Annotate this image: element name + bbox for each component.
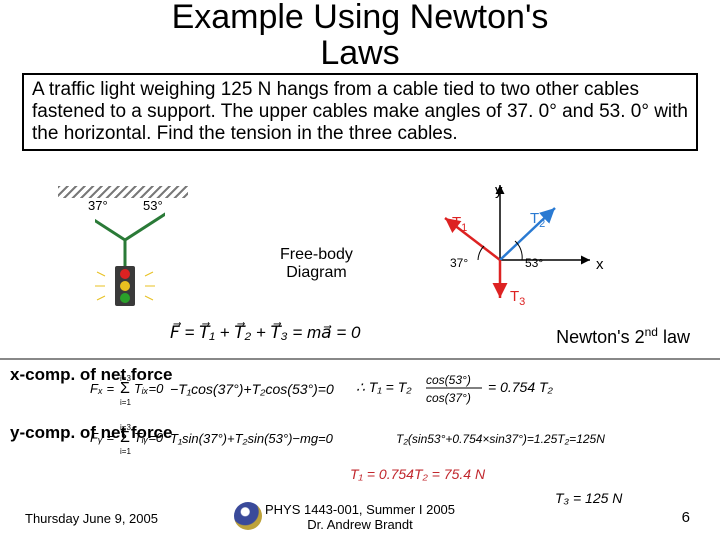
page-number: 6 <box>682 509 690 526</box>
main-equation: F⃗ = T⃗₁ + T⃗₂ + T⃗₃ = ma⃗ = 0 <box>150 318 530 353</box>
angle-left: 37° <box>88 198 108 213</box>
svg-text:= 0.754 T₂: = 0.754 T₂ <box>488 379 554 395</box>
t1-label: T1 <box>452 214 467 234</box>
result-t1: T₁ = 0.754T₂ = 75.4 N <box>350 466 485 482</box>
fbd-ang2: 53° <box>525 256 543 270</box>
title-line1: Example Using Newton's <box>172 0 549 36</box>
x-equation-row: Fₓ = i=3Σi=1Tᵢₓ=0 −T₁cos(37°)+T₂cos(53°)… <box>90 370 616 408</box>
y-equation-row: Fᵧ = i=3Σi=1Tᵢᵧ=0 T₁sin(37°)+T₂sin(53°)−… <box>90 420 706 456</box>
t2-label: T2 <box>530 210 545 230</box>
fbd-caption: Free-bodyDiagram <box>280 246 353 281</box>
t3-label: T3 <box>510 288 525 308</box>
svg-text:Tᵢₓ=0: Tᵢₓ=0 <box>134 381 164 396</box>
svg-text:i=1: i=1 <box>120 447 131 456</box>
divider <box>0 358 720 360</box>
y-axis-label: y <box>495 182 503 199</box>
svg-text:cos(37°): cos(37°) <box>426 391 471 405</box>
svg-text:i=1: i=1 <box>120 398 131 407</box>
newtons-2nd-law-label: Newton's 2nd law <box>556 325 690 348</box>
problem-statement: A traffic light weighing 125 N hangs fro… <box>22 73 698 151</box>
svg-text:F⃗ = T⃗₁ + T⃗₂ + T⃗₃ = ma⃗ = 0: F⃗ = T⃗₁ + T⃗₂ + T⃗₃ = ma⃗ = 0 <box>170 321 361 342</box>
svg-text:Fᵧ =: Fᵧ = <box>90 430 114 445</box>
svg-text:∴ T₁ = T₂: ∴ T₁ = T₂ <box>356 379 412 395</box>
svg-text:Σ: Σ <box>120 380 130 397</box>
svg-text:Fₓ =: Fₓ = <box>90 381 115 396</box>
svg-text:cos(53°): cos(53°) <box>426 373 471 387</box>
svg-text:T₂(sin53°+0.754×sin37°)=1.25T₂: T₂(sin53°+0.754×sin37°)=1.25T₂=125N <box>396 432 605 446</box>
svg-text:−T₁cos(37°)+T₂cos(53°)=0: −T₁cos(37°)+T₂cos(53°)=0 <box>170 381 334 397</box>
traffic-light-diagram <box>95 196 165 316</box>
x-axis-label: x <box>596 256 604 273</box>
title-line2: Laws <box>320 34 399 72</box>
svg-text:Tᵢᵧ=0: Tᵢᵧ=0 <box>134 430 164 445</box>
svg-text:T₁sin(37°)+T₂sin(53°)−mg=0: T₁sin(37°)+T₂sin(53°)−mg=0 <box>170 431 334 446</box>
svg-text:Σ: Σ <box>120 429 130 446</box>
fbd-ang1: 37° <box>450 256 468 270</box>
angle-right: 53° <box>143 198 163 213</box>
footer-course: PHYS 1443-001, Summer I 2005Dr. Andrew B… <box>0 503 720 532</box>
